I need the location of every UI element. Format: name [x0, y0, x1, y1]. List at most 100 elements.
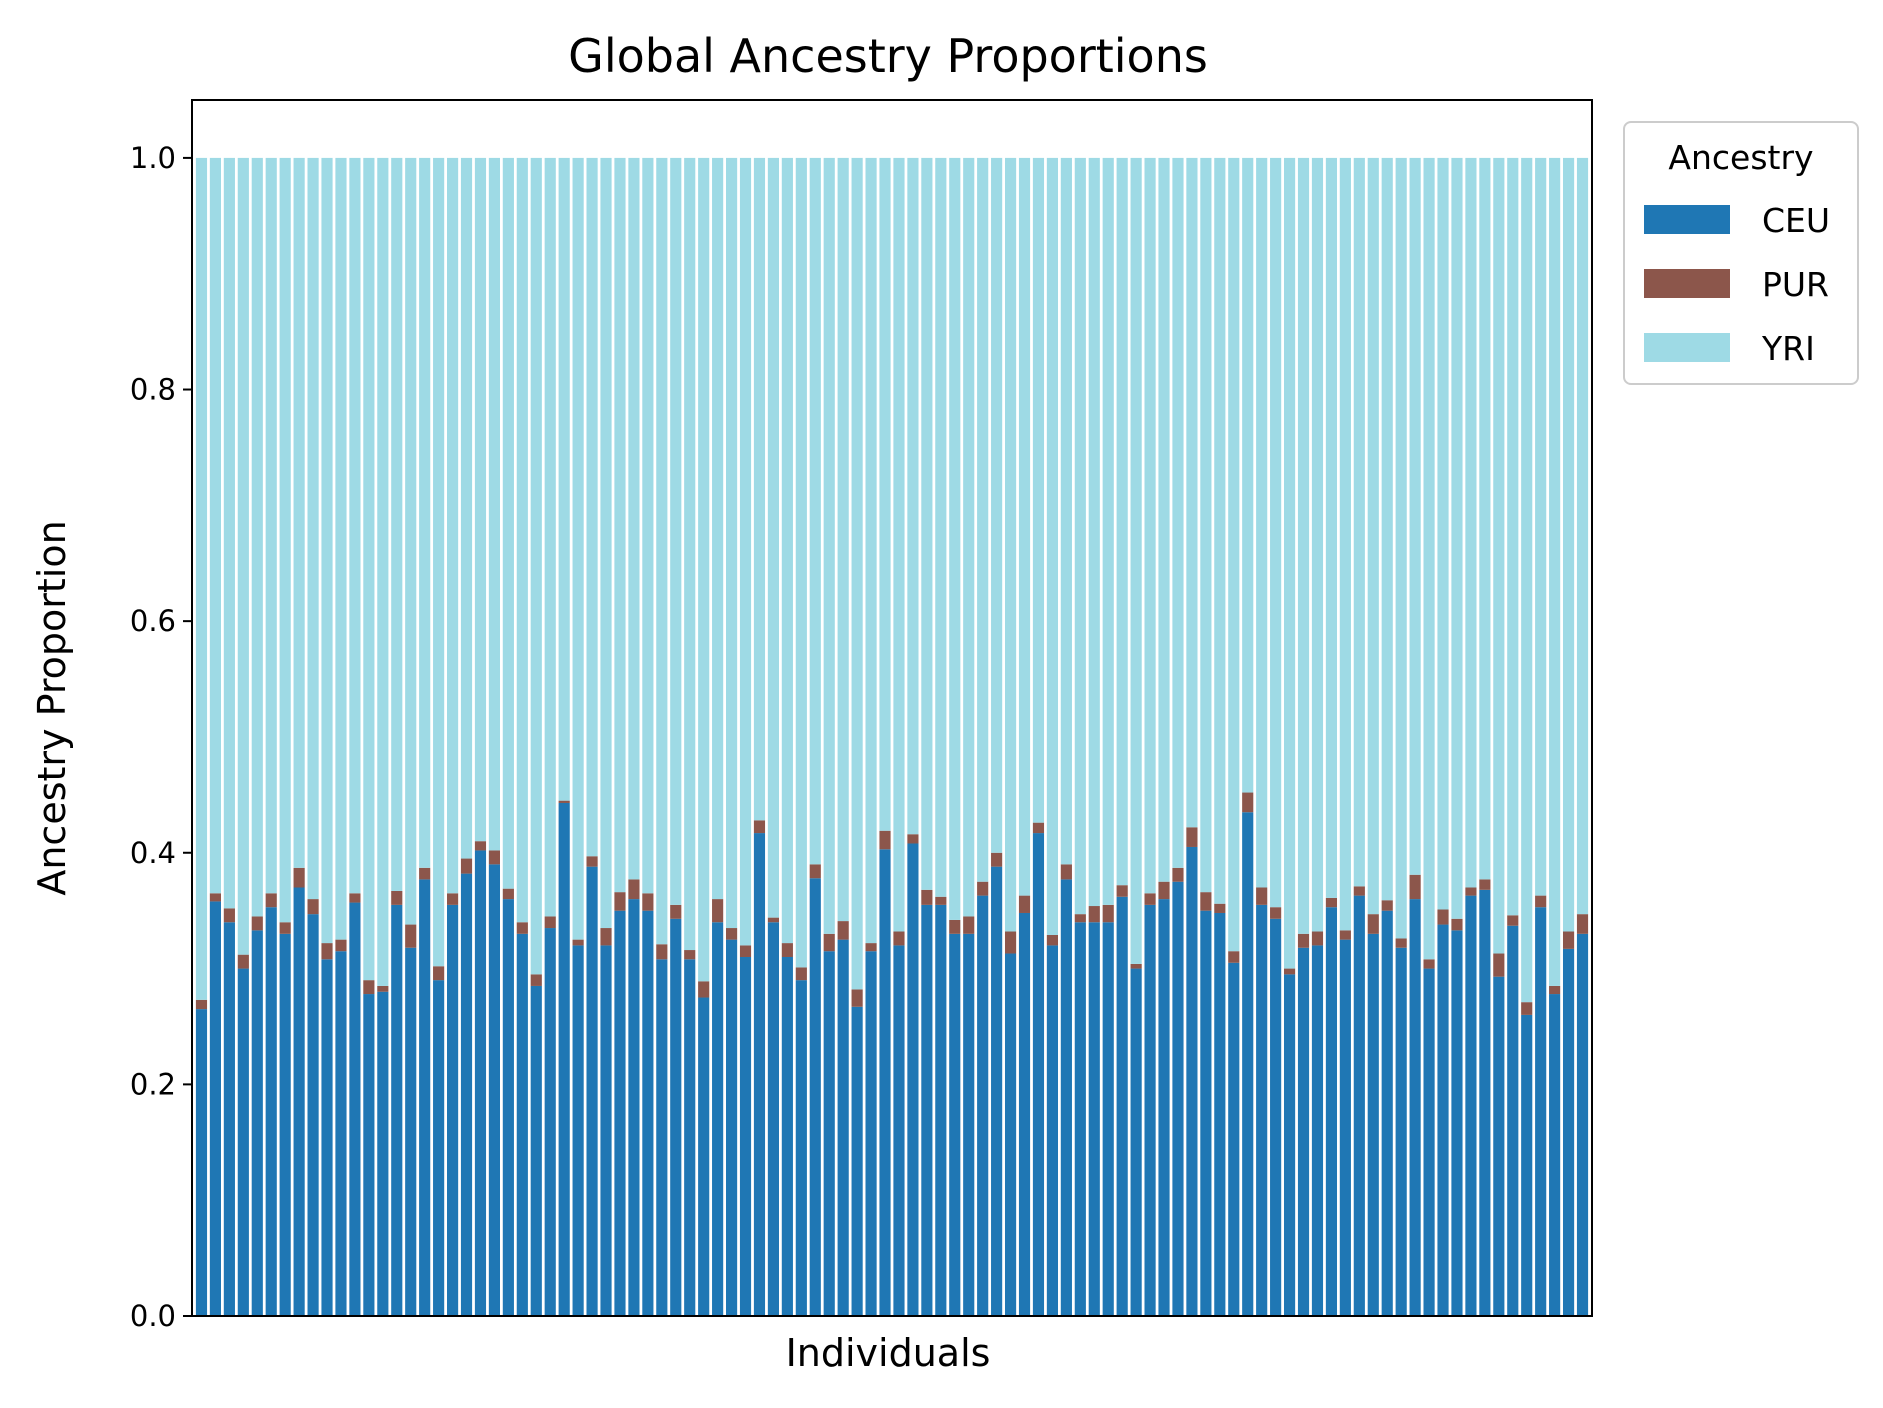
- bar-yri-28: [586, 157, 598, 857]
- bar-yri-1: [209, 157, 221, 894]
- bar-ceu-9: [321, 959, 333, 1316]
- bar-ceu-8: [307, 914, 319, 1316]
- bar-yri-60: [1032, 157, 1045, 823]
- bar-yri-23: [516, 157, 528, 923]
- legend: Ancestry CEU PUR YRI: [1623, 121, 1859, 385]
- bar-yri-94: [1507, 157, 1519, 916]
- bar-pur-52: [921, 889, 933, 905]
- bar-pur-41: [767, 917, 779, 923]
- bar-pur-46: [837, 921, 849, 940]
- bar-ceu-76: [1256, 904, 1268, 1316]
- bar-yri-39: [739, 157, 752, 946]
- bar-ceu-54: [949, 933, 961, 1316]
- bar-yri-32: [642, 157, 654, 894]
- legend-swatch-pur: [1644, 269, 1730, 298]
- bar-pur-48: [865, 943, 877, 952]
- bar-pur-29: [600, 928, 612, 946]
- y-tick-label-1: 0.2: [130, 1067, 176, 1101]
- bar-yri-47: [851, 157, 863, 990]
- bar-pur-7: [293, 867, 305, 888]
- bar-pur-82: [1339, 930, 1351, 940]
- bar-pur-49: [879, 830, 891, 850]
- bar-pur-63: [1074, 914, 1086, 923]
- bar-yri-75: [1242, 157, 1254, 793]
- bar-pur-75: [1242, 792, 1254, 813]
- bar-ceu-35: [684, 959, 696, 1316]
- bar-ceu-97: [1549, 994, 1561, 1316]
- bar-pur-47: [851, 989, 863, 1007]
- bar-yri-3: [237, 157, 249, 955]
- bar-ceu-6: [279, 933, 291, 1316]
- bar-ceu-73: [1214, 912, 1226, 1316]
- bar-yri-91: [1465, 157, 1477, 888]
- bar-pur-12: [363, 980, 375, 995]
- bar-ceu-77: [1270, 918, 1282, 1316]
- bar-pur-62: [1060, 864, 1072, 880]
- bar-yri-55: [963, 157, 975, 917]
- bar-pur-50: [893, 931, 905, 946]
- bar-yri-10: [335, 157, 347, 940]
- bar-ceu-98: [1562, 948, 1575, 1316]
- bar-yri-6: [279, 157, 291, 923]
- bar-pur-10: [335, 939, 347, 952]
- bar-yri-83: [1353, 157, 1365, 887]
- bar-yri-34: [670, 157, 682, 905]
- bar-pur-26: [558, 800, 570, 803]
- bar-pur-72: [1200, 892, 1212, 911]
- axes-layer: 0.0 0.2 0.4 0.6 0.8 1.0: [130, 99, 1593, 1333]
- bar-ceu-27: [572, 945, 584, 1316]
- bar-pur-2: [223, 908, 235, 923]
- bar-yri-19: [460, 157, 473, 859]
- bar-pur-9: [321, 943, 333, 960]
- bar-yri-58: [1004, 157, 1017, 932]
- bar-yri-16: [419, 157, 431, 868]
- bar-pur-98: [1562, 931, 1575, 949]
- bar-ceu-1: [209, 901, 221, 1316]
- bar-pur-73: [1214, 903, 1226, 913]
- bar-pur-65: [1102, 904, 1114, 923]
- bar-ceu-47: [851, 1006, 863, 1316]
- bar-pur-64: [1088, 906, 1100, 923]
- x-axis-label: Individuals: [786, 1331, 991, 1375]
- bar-ceu-37: [712, 922, 724, 1316]
- bar-ceu-29: [600, 945, 612, 1316]
- bar-yri-43: [795, 157, 807, 968]
- bar-pur-83: [1353, 886, 1365, 896]
- bar-pur-14: [391, 890, 403, 905]
- bar-yri-40: [753, 157, 766, 821]
- bar-pur-99: [1576, 914, 1589, 934]
- bar-yri-5: [265, 157, 277, 894]
- bar-yri-13: [377, 157, 389, 986]
- bar-pur-4: [251, 916, 263, 931]
- bar-yri-29: [600, 157, 612, 929]
- bar-pur-76: [1256, 887, 1268, 905]
- bar-yri-9: [321, 157, 333, 944]
- bar-yri-41: [767, 157, 779, 918]
- bar-ceu-80: [1311, 945, 1324, 1316]
- bars-layer: [195, 157, 1589, 1316]
- bar-pur-58: [1004, 931, 1017, 954]
- bar-yri-11: [349, 157, 361, 894]
- bar-ceu-23: [516, 933, 528, 1316]
- bar-yri-77: [1270, 157, 1282, 908]
- bar-ceu-21: [488, 864, 500, 1316]
- bar-pur-34: [670, 904, 682, 919]
- bar-ceu-59: [1018, 912, 1031, 1316]
- bar-ceu-89: [1437, 924, 1449, 1316]
- bar-ceu-25: [544, 928, 556, 1316]
- bar-ceu-19: [460, 873, 473, 1316]
- bar-yri-92: [1479, 157, 1491, 880]
- bar-pur-95: [1521, 1002, 1533, 1015]
- bar-pur-19: [460, 858, 473, 874]
- bar-yri-76: [1256, 157, 1268, 888]
- bar-yri-70: [1172, 157, 1184, 868]
- legend-box: [1623, 121, 1859, 385]
- bar-yri-93: [1493, 157, 1505, 954]
- bar-pur-37: [712, 899, 724, 923]
- bar-pur-40: [753, 820, 766, 834]
- bar-ceu-93: [1493, 976, 1505, 1316]
- bar-ceu-4: [251, 930, 263, 1316]
- bar-yri-20: [474, 157, 487, 842]
- bar-pur-84: [1367, 914, 1379, 934]
